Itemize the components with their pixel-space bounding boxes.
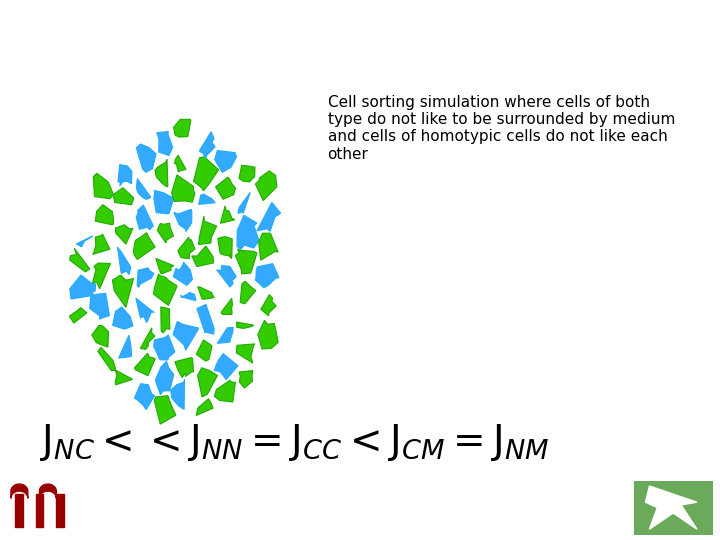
Polygon shape xyxy=(76,236,93,247)
Polygon shape xyxy=(155,159,168,187)
Polygon shape xyxy=(236,344,255,363)
Polygon shape xyxy=(93,234,110,254)
Polygon shape xyxy=(256,264,279,288)
Polygon shape xyxy=(239,165,255,182)
Polygon shape xyxy=(119,335,132,358)
Text: $\mathregular{J}_{NC}<<\mathregular{J}_{NN}=\mathregular{J}_{CC}<\mathregular{J}: $\mathregular{J}_{NC}<<\mathregular{J}_{… xyxy=(40,422,549,463)
Polygon shape xyxy=(113,188,134,205)
Polygon shape xyxy=(258,320,278,349)
Polygon shape xyxy=(90,293,109,319)
Polygon shape xyxy=(199,216,217,245)
Polygon shape xyxy=(215,380,235,402)
Polygon shape xyxy=(135,384,155,410)
Polygon shape xyxy=(178,237,195,259)
Polygon shape xyxy=(136,298,154,322)
Polygon shape xyxy=(98,347,115,371)
Polygon shape xyxy=(156,259,174,274)
Polygon shape xyxy=(115,225,133,244)
Polygon shape xyxy=(257,202,281,232)
Polygon shape xyxy=(175,357,194,377)
Polygon shape xyxy=(94,173,113,199)
Polygon shape xyxy=(115,370,132,385)
Polygon shape xyxy=(171,175,195,202)
Polygon shape xyxy=(236,322,253,328)
Polygon shape xyxy=(256,171,277,201)
Polygon shape xyxy=(140,328,155,349)
Polygon shape xyxy=(215,177,235,199)
Bar xyxy=(15,494,23,526)
Polygon shape xyxy=(197,368,217,397)
Polygon shape xyxy=(199,132,215,159)
Polygon shape xyxy=(237,215,259,249)
Polygon shape xyxy=(196,399,213,415)
Polygon shape xyxy=(215,151,237,172)
Bar xyxy=(36,494,43,526)
Polygon shape xyxy=(138,268,154,287)
Polygon shape xyxy=(173,321,198,350)
Polygon shape xyxy=(117,247,131,274)
Polygon shape xyxy=(196,340,212,361)
Polygon shape xyxy=(70,248,90,272)
Polygon shape xyxy=(197,305,214,334)
Polygon shape xyxy=(174,262,192,285)
Text: Cell sorting simulation where cells of both
type do not like to be surrounded by: Cell sorting simulation where cells of b… xyxy=(328,94,675,161)
Polygon shape xyxy=(136,205,153,229)
Polygon shape xyxy=(174,210,192,232)
Polygon shape xyxy=(174,119,191,137)
Polygon shape xyxy=(92,326,109,347)
Polygon shape xyxy=(235,249,257,274)
Polygon shape xyxy=(220,206,235,224)
Polygon shape xyxy=(199,194,215,204)
Polygon shape xyxy=(70,275,96,299)
Polygon shape xyxy=(157,132,173,156)
Polygon shape xyxy=(95,205,114,225)
Polygon shape xyxy=(174,155,186,172)
Polygon shape xyxy=(69,307,87,323)
Polygon shape xyxy=(194,157,219,191)
Polygon shape xyxy=(215,354,238,380)
Polygon shape xyxy=(93,263,110,289)
Polygon shape xyxy=(258,233,278,260)
Polygon shape xyxy=(118,165,132,186)
Polygon shape xyxy=(192,246,214,267)
Polygon shape xyxy=(154,191,174,214)
Polygon shape xyxy=(133,233,155,260)
Text: Examples of different contact energy hierarchies: Examples of different contact energy hie… xyxy=(71,16,649,36)
Polygon shape xyxy=(156,361,174,395)
Polygon shape xyxy=(112,307,133,329)
Polygon shape xyxy=(261,295,276,316)
Polygon shape xyxy=(239,370,253,388)
Polygon shape xyxy=(221,298,233,314)
Polygon shape xyxy=(136,144,156,172)
Polygon shape xyxy=(161,307,170,333)
Polygon shape xyxy=(646,486,697,529)
Bar xyxy=(56,494,64,526)
Polygon shape xyxy=(217,266,236,287)
Polygon shape xyxy=(171,380,184,409)
Polygon shape xyxy=(154,396,176,424)
Polygon shape xyxy=(217,327,233,343)
Polygon shape xyxy=(240,281,256,304)
Polygon shape xyxy=(238,192,251,213)
Polygon shape xyxy=(181,293,196,301)
Polygon shape xyxy=(153,335,175,360)
Polygon shape xyxy=(136,179,151,199)
Polygon shape xyxy=(217,237,233,259)
Polygon shape xyxy=(158,223,174,243)
Polygon shape xyxy=(135,353,156,376)
Polygon shape xyxy=(198,287,214,299)
Polygon shape xyxy=(112,275,133,307)
Polygon shape xyxy=(153,274,177,306)
